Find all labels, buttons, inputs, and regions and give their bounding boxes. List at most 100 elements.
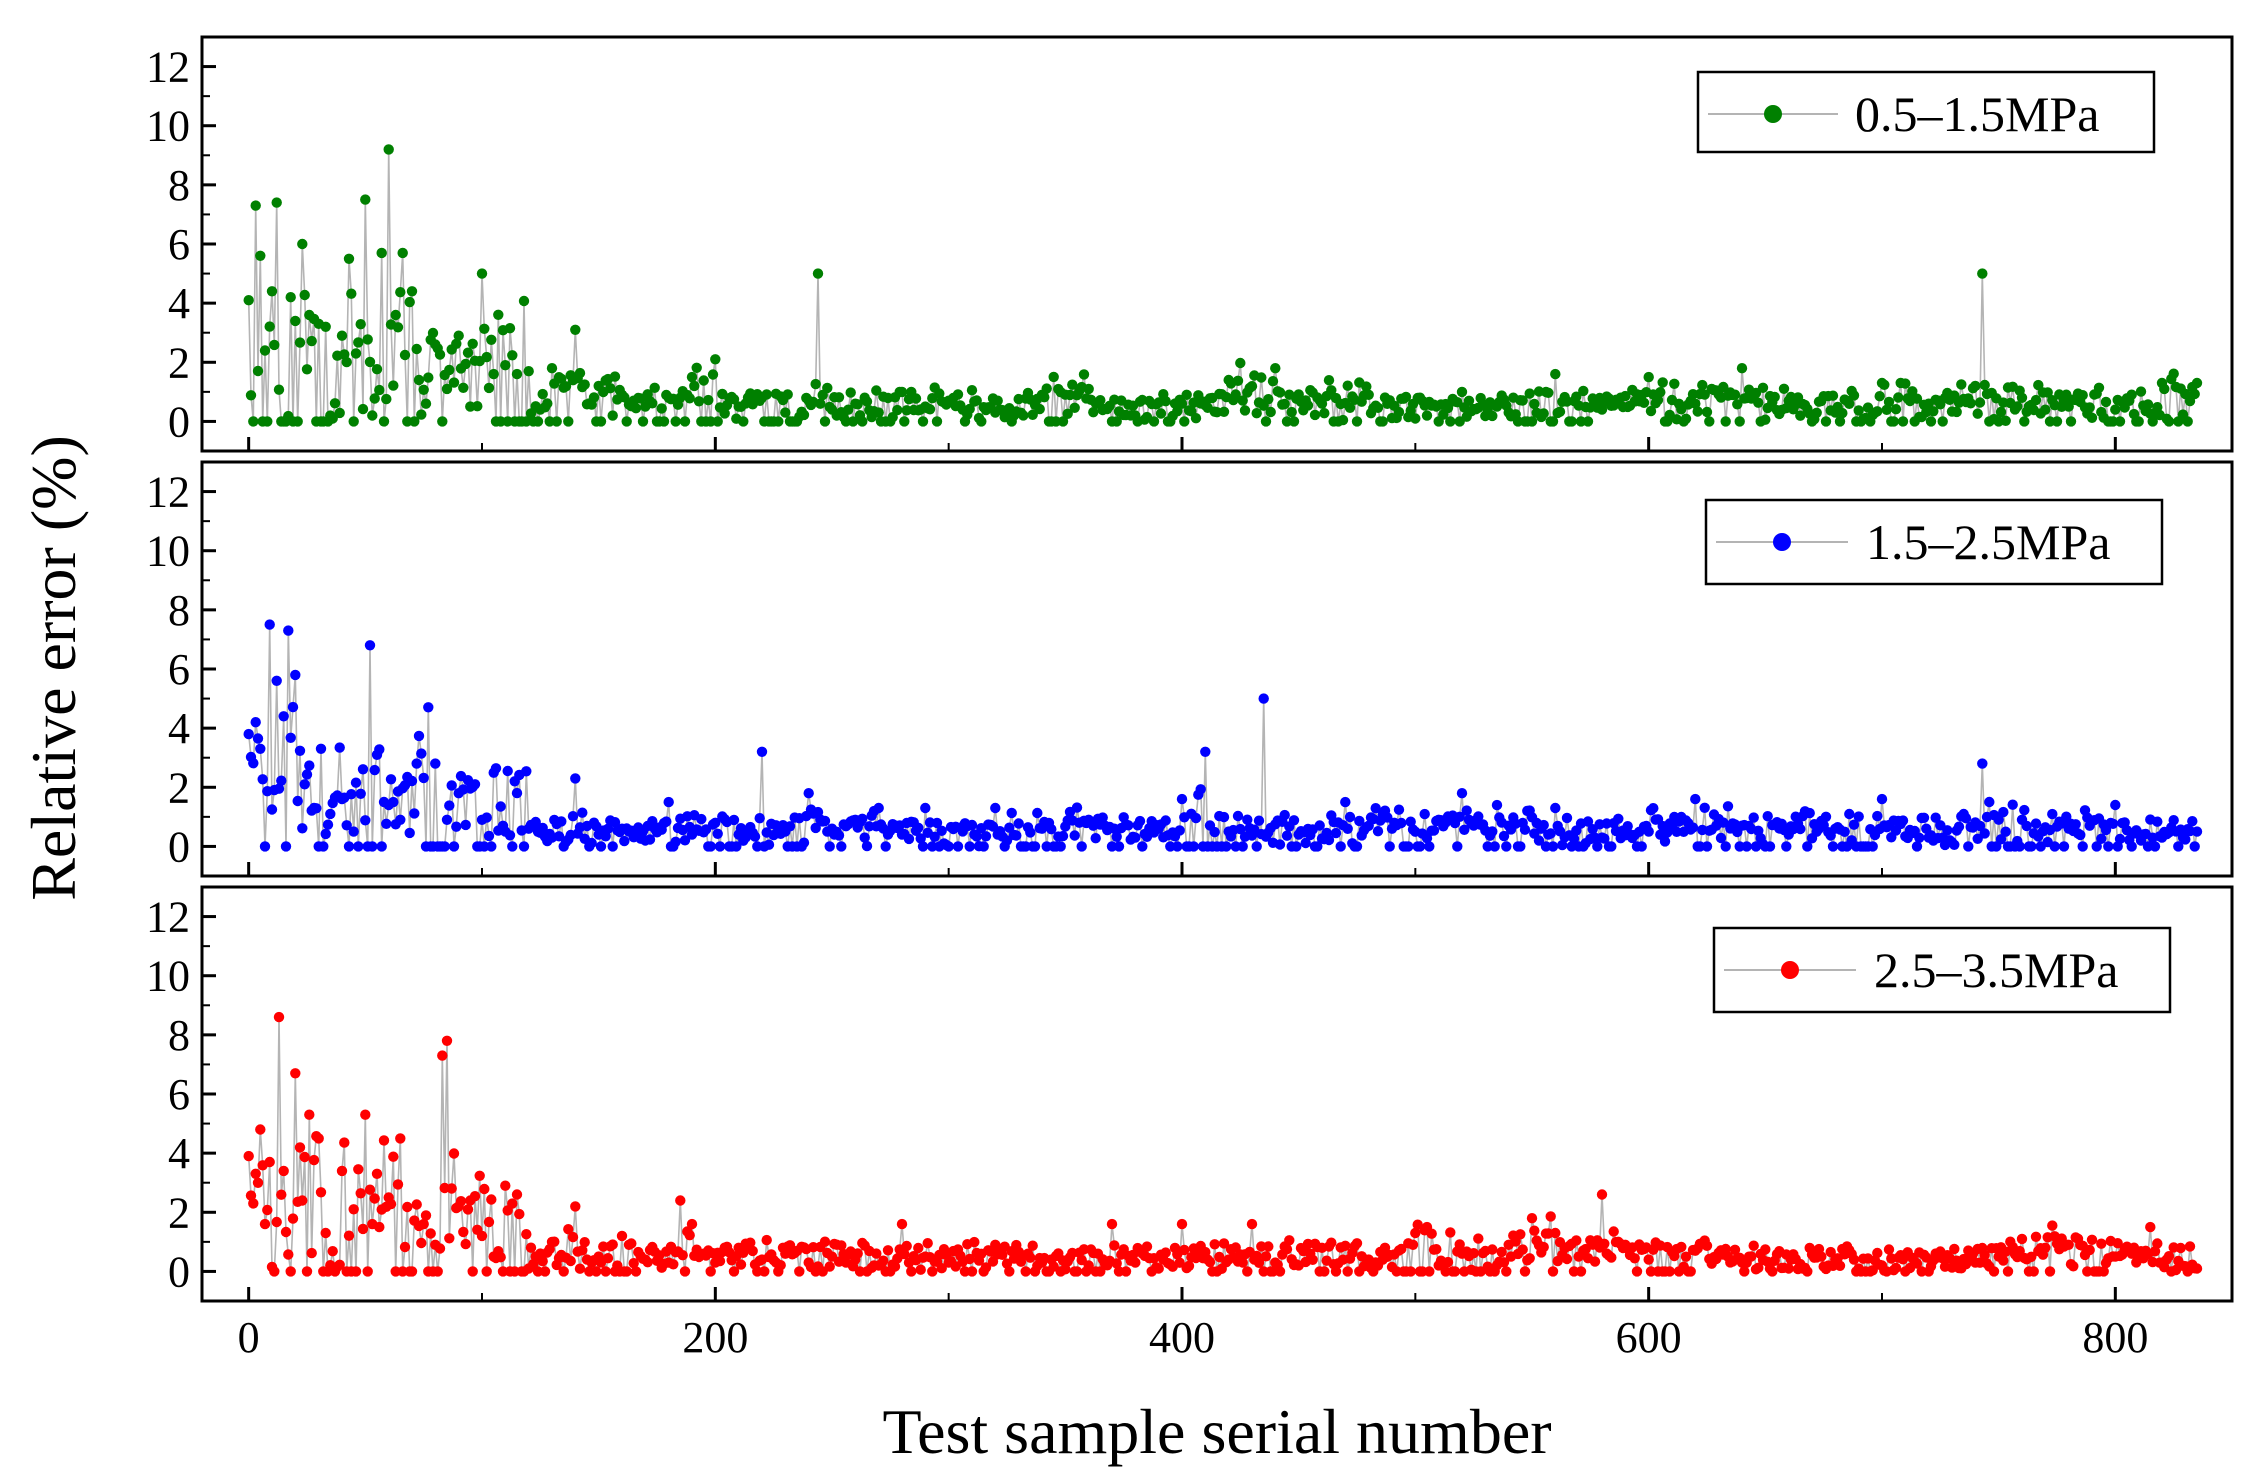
- data-point: [2077, 841, 2088, 852]
- data-point: [446, 1183, 457, 1194]
- data-point: [1834, 416, 1846, 427]
- data-point: [784, 821, 796, 832]
- data-point: [278, 1165, 289, 1177]
- data-point: [630, 403, 642, 414]
- data-point: [1825, 1246, 1836, 1258]
- data-point: [1582, 816, 1594, 827]
- data-point: [1445, 1227, 1456, 1238]
- data-point: [273, 783, 285, 794]
- y-tick-label: 6: [168, 645, 190, 694]
- data-point: [1403, 841, 1414, 852]
- y-tick-label: 10: [146, 527, 190, 576]
- data-point: [1239, 405, 1251, 416]
- data-point: [1704, 416, 1715, 427]
- data-point: [521, 1229, 532, 1240]
- data-point: [495, 1252, 506, 1263]
- y-tick-label: 4: [168, 279, 190, 328]
- y-tick-label: 12: [146, 43, 190, 92]
- data-point: [735, 1259, 747, 1270]
- data-point: [574, 367, 586, 379]
- data-point: [367, 841, 378, 852]
- data-point: [1097, 812, 1108, 823]
- data-point: [1848, 819, 1860, 830]
- data-point: [348, 826, 359, 837]
- data-point: [404, 827, 415, 839]
- data-point: [1424, 841, 1435, 852]
- data-point: [1363, 389, 1374, 400]
- data-point: [1370, 803, 1381, 814]
- data-point: [1762, 811, 1773, 822]
- data-point: [1550, 368, 1561, 380]
- data-point: [565, 1255, 576, 1267]
- x-tick-label: 0: [238, 1313, 260, 1362]
- data-point: [761, 1234, 772, 1246]
- data-point: [2126, 389, 2137, 400]
- data-point: [1057, 416, 1069, 427]
- data-point: [990, 802, 1001, 814]
- data-point: [763, 839, 775, 850]
- data-point: [406, 286, 418, 297]
- data-point: [656, 403, 667, 414]
- y-tick-label: 0: [168, 397, 190, 446]
- data-point: [1795, 410, 1806, 421]
- data-point: [1687, 822, 1699, 833]
- data-point: [2142, 399, 2154, 410]
- data-point: [369, 764, 380, 776]
- data-point: [1340, 796, 1351, 808]
- data-point: [705, 841, 716, 852]
- data-point: [1113, 841, 1125, 852]
- data-point: [1543, 387, 1554, 398]
- data-point: [1613, 813, 1624, 824]
- data-point: [343, 253, 355, 264]
- data-point: [1183, 1260, 1195, 1272]
- data-point: [873, 407, 884, 418]
- data-point: [1816, 1251, 1827, 1262]
- data-point: [1319, 1266, 1330, 1277]
- data-point: [1547, 416, 1559, 427]
- data-point: [1876, 793, 1888, 805]
- data-point: [1232, 810, 1244, 822]
- data-point: [714, 841, 726, 852]
- data-point: [1076, 841, 1087, 852]
- data-point: [306, 335, 317, 347]
- data-point: [628, 1258, 639, 1269]
- data-point: [1461, 805, 1472, 816]
- data-point: [1078, 369, 1090, 380]
- data-point: [1753, 397, 1764, 408]
- data-point: [906, 1266, 917, 1277]
- data-point: [731, 841, 742, 852]
- data-point: [1883, 1244, 1895, 1255]
- data-point: [2086, 1234, 2098, 1246]
- data-point: [1155, 408, 1167, 419]
- data-point: [1487, 826, 1498, 837]
- data-point: [392, 322, 404, 333]
- data-point: [964, 841, 975, 852]
- data-point: [1515, 841, 1526, 852]
- data-point: [1260, 1251, 1272, 1262]
- data-point: [374, 1221, 385, 1233]
- data-point: [1120, 1266, 1132, 1277]
- data-point: [759, 1266, 770, 1277]
- data-point: [437, 416, 448, 427]
- y-tick-label: 2: [168, 1188, 190, 1237]
- data-point: [2070, 819, 2081, 830]
- data-point: [1767, 1266, 1778, 1277]
- x-tick-label: 800: [2082, 1313, 2148, 1362]
- data-point: [290, 315, 301, 327]
- data-point: [2040, 1242, 2051, 1254]
- data-point: [1176, 1218, 1188, 1230]
- data-point: [698, 375, 709, 386]
- data-point: [411, 1199, 422, 1210]
- data-point: [1652, 394, 1664, 406]
- data-point: [2075, 829, 2086, 841]
- data-point: [451, 338, 462, 349]
- data-point: [703, 394, 714, 406]
- data-point: [2159, 383, 2170, 395]
- data-point: [1237, 841, 1248, 852]
- data-point: [374, 384, 385, 396]
- data-point: [966, 385, 978, 396]
- data-point: [1718, 817, 1729, 828]
- data-point: [1405, 816, 1416, 827]
- data-point: [2007, 799, 2018, 810]
